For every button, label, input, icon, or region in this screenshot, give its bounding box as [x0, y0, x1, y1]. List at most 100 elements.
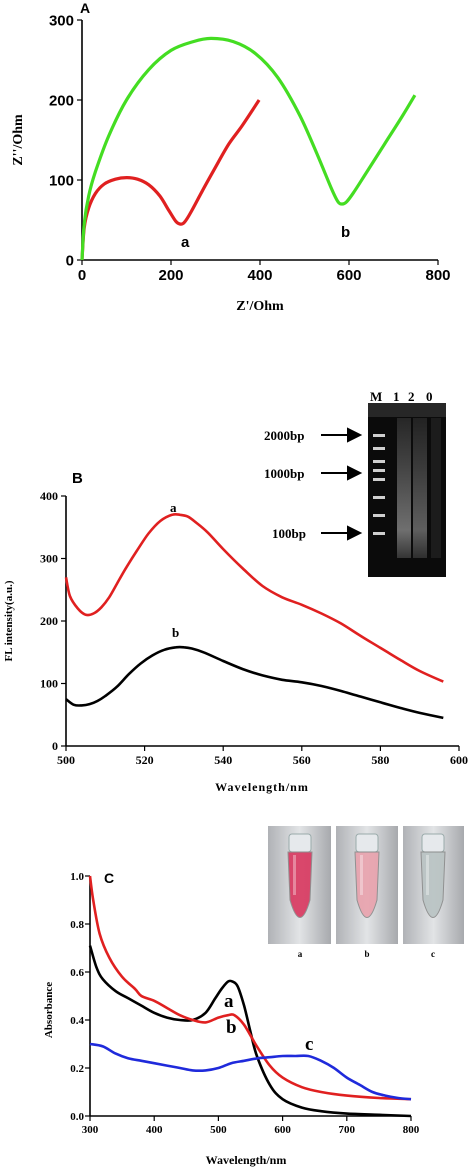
x-tick-label: 600: [336, 267, 361, 284]
ladder-band: [373, 496, 385, 499]
gel-lane-m: M: [370, 389, 382, 404]
y-tick-label: 100: [49, 172, 74, 189]
photo-label-b: b: [364, 949, 369, 959]
gel-inset: M 1 2 0 2000bp 1000bp 100bp: [264, 389, 446, 577]
series-line-a: [80, 99, 261, 261]
x-tick-label: 700: [339, 1124, 356, 1136]
series-line-c: [89, 1042, 412, 1101]
x-tick-label: 600: [450, 753, 468, 767]
panel-a-x-title: Z'/Ohm: [236, 299, 284, 314]
ladder-band: [373, 469, 385, 472]
ladder-band: [373, 447, 385, 450]
panel-b-label: B: [72, 470, 83, 487]
gel-lane-2: 2: [408, 389, 415, 404]
panel-a-y-title: Z''/Ohm: [11, 114, 26, 166]
y-tick-label: 100: [40, 677, 58, 691]
x-tick-label: 800: [403, 1124, 420, 1136]
y-tick-label: 0: [66, 252, 74, 269]
tube-cap: [288, 833, 312, 853]
tube-photo-inset: a b c: [268, 826, 464, 959]
y-tick-label: 400: [40, 489, 58, 503]
tube-cap: [355, 833, 379, 853]
panel-b-label-b: b: [172, 625, 179, 640]
gel-wells: [368, 403, 446, 417]
ladder-band: [373, 478, 385, 481]
y-tick-label: 200: [40, 614, 58, 628]
panel-c-x-title: Wavelength/nm: [206, 1153, 287, 1167]
gel-ladder: [373, 434, 385, 535]
panel-c: C 300 400 500 600 700 800 0.0 0.2 0.4 0.6 0.8 1.0 a…: [43, 826, 464, 1167]
y-tick-label: 0.2: [70, 1063, 84, 1075]
series-line-a: [64, 512, 444, 683]
y-tick-label: 1.0: [70, 871, 84, 883]
ladder-band: [373, 434, 385, 437]
panel-b-y-title: FL intensity(a.u.): [3, 580, 15, 661]
x-tick-label: 300: [82, 1124, 99, 1136]
tube-icon: [420, 833, 446, 918]
y-tick-label: 200: [49, 92, 74, 109]
y-tick-label: 0: [52, 739, 58, 753]
x-tick-label: 560: [293, 753, 311, 767]
gel-lane-1: 1: [393, 389, 400, 404]
y-tick-label: 0.6: [70, 967, 84, 979]
x-tick-label: 800: [425, 267, 450, 284]
series-line-b: [65, 645, 444, 720]
y-tick-label: 300: [40, 552, 58, 566]
marker-arrows: [321, 427, 363, 541]
marker-1000bp: 1000bp: [264, 466, 304, 481]
tube-icon: [354, 833, 380, 918]
x-tick-label: 580: [371, 753, 389, 767]
gel-lane-0: [431, 418, 441, 558]
panel-b-label-a: a: [170, 500, 177, 515]
x-tick-label: 200: [158, 267, 183, 284]
panel-a-label-b: b: [341, 224, 350, 241]
x-tick-label: 400: [247, 267, 272, 284]
panel-a-label-a: a: [181, 234, 190, 251]
tube-cap: [421, 833, 445, 853]
tube-icon: [287, 833, 313, 918]
x-tick-label: 540: [214, 753, 232, 767]
gel-lane-2-smear: [413, 418, 427, 558]
series-line-a: [88, 945, 412, 1118]
x-tick-label: 500: [57, 753, 75, 767]
tube-liquid: [354, 851, 380, 918]
ladder-band: [373, 532, 385, 535]
panel-c-label-c: c: [305, 1034, 313, 1055]
y-tick-label: 0.4: [70, 1015, 84, 1027]
tube-liquid: [420, 851, 446, 918]
y-tick-label: 0.0: [70, 1111, 84, 1123]
y-tick-label: 300: [49, 12, 74, 29]
panel-b-x-title: Wavelength/nm: [215, 780, 309, 794]
panel-b: B 500 520 540 560 580 600 0 100 200 300 400 a b Wa…: [3, 389, 468, 794]
marker-100bp: 100bp: [272, 526, 306, 541]
panel-c-label-a: a: [224, 991, 234, 1012]
tube-highlight: [293, 855, 296, 895]
panel-c-y-title: Absorbance: [43, 982, 55, 1038]
panel-c-label-b: b: [226, 1017, 237, 1038]
x-tick-label: 520: [136, 753, 154, 767]
ladder-band: [373, 460, 385, 463]
arrow-icon: [347, 427, 363, 443]
photo-label-a: a: [298, 949, 303, 959]
x-tick-label: 500: [210, 1124, 227, 1136]
arrow-icon: [347, 465, 363, 481]
ladder-band: [373, 514, 385, 517]
gel-lane-0-label: 0: [426, 389, 433, 404]
tube-highlight: [360, 855, 363, 895]
y-tick-label: 0.8: [70, 919, 84, 931]
arrow-icon: [347, 525, 363, 541]
x-tick-label: 400: [146, 1124, 163, 1136]
tube-liquid: [287, 851, 313, 918]
marker-2000bp: 2000bp: [264, 428, 304, 443]
series-line-b: [88, 875, 412, 1101]
panel-c-label: C: [104, 870, 114, 886]
panel-a: A 0 200 400 600 800 0 100 200 300 a b Z'/Ohm Z''…: [11, 0, 451, 314]
panel-a-label: A: [80, 0, 90, 16]
tube-highlight: [426, 855, 429, 895]
series-line-b: [80, 36, 417, 261]
x-tick-label: 600: [274, 1124, 291, 1136]
gel-lane-1-smear: [397, 418, 411, 558]
photo-label-c: c: [431, 949, 435, 959]
x-tick-label: 0: [78, 267, 86, 284]
